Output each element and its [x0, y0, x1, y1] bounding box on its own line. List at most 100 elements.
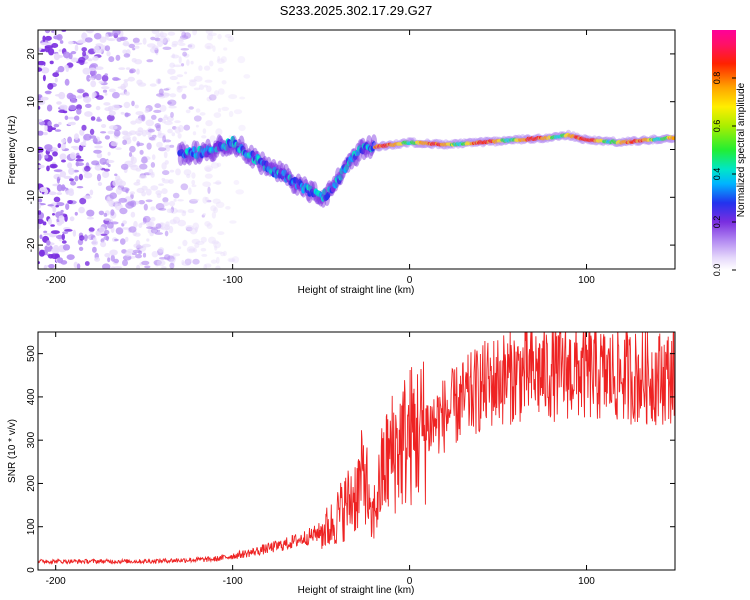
- spectrogram-ridge-core: [326, 191, 331, 199]
- spectrogram-noise-blob: [57, 257, 64, 264]
- spectrogram-noise-blob: [148, 136, 156, 141]
- spectrogram-noise-blob: [74, 133, 79, 141]
- spectrogram-noise-blob: [107, 130, 115, 135]
- spectrogram-noise-blob: [54, 129, 62, 132]
- spectrogram-noise-blob: [182, 239, 188, 247]
- spectrogram-noise-blob: [44, 90, 52, 95]
- spectrogram-noise-blob: [78, 56, 86, 63]
- spectrogram-noise-blob: [228, 110, 234, 118]
- spectrogram-noise-blob: [221, 106, 230, 111]
- spectrogram-noise-blob: [69, 152, 77, 160]
- spectrogram-noise-blob: [193, 87, 201, 91]
- spectrogram-noise-blob: [167, 128, 173, 134]
- spectrogram-noise-blob: [217, 231, 225, 236]
- spectrogram-noise-blob: [214, 251, 224, 255]
- spectrogram-noise-blob: [40, 96, 49, 101]
- spectrogram-noise-blob: [48, 218, 52, 225]
- spectrogram-noise-blob: [142, 252, 147, 258]
- spectrogram-noise-blob: [125, 188, 129, 194]
- spectrogram-noise-blob: [172, 192, 180, 199]
- spectrogram-noise-blob: [110, 200, 114, 206]
- spectrogram-noise-blob: [121, 227, 130, 230]
- spectrogram-noise-blob: [98, 210, 105, 216]
- spectrogram-noise-blob: [183, 124, 191, 131]
- spectrogram-noise-blob: [231, 256, 240, 264]
- spectrogram-noise-blob: [107, 163, 111, 168]
- spectrogram-noise-blob: [53, 35, 61, 40]
- spectrogram-noise-blob: [156, 259, 166, 267]
- spectrogram-noise-blob: [221, 152, 228, 158]
- spectrogram-x-label: Height of straight line (km): [298, 285, 415, 296]
- spectrogram-noise-blob: [76, 88, 85, 94]
- spectrogram-noise-blob: [189, 79, 198, 82]
- spectrogram-noise-blob: [123, 81, 128, 88]
- spectrogram-noise-blob: [78, 173, 83, 181]
- spectrogram-noise-blob: [51, 147, 58, 151]
- spectrogram-noise-blob: [85, 30, 95, 34]
- spectrogram-noise-blob: [169, 75, 178, 81]
- spectrogram-noise-blob: [103, 218, 112, 221]
- spectrogram-noise-blob: [50, 253, 60, 260]
- spectrogram-noise-blob: [67, 200, 73, 204]
- spectrogram-noise-blob: [38, 153, 42, 161]
- colorbar-label: Normalized spectral amplitude: [736, 82, 747, 217]
- spectrogram-noise-blob: [172, 253, 181, 257]
- snr-panel: -200 -100 0 100 0 100 200 300 400 500 Height of …: [7, 331, 676, 596]
- spectrogram-noise-blob: [130, 156, 137, 165]
- spectrogram-noise-blob: [71, 145, 77, 149]
- spectrogram-noise-blob: [162, 197, 169, 203]
- spectrogram-noise-blob: [228, 94, 238, 100]
- spectrogram-noise-blob: [204, 165, 213, 172]
- spectrogram-noise-blob: [204, 196, 209, 202]
- spectrogram-noise-blob: [163, 201, 170, 207]
- spectrogram-noise-blob: [62, 110, 68, 114]
- spectrogram-noise-blob: [65, 190, 70, 196]
- spectrogram-marks: [38, 30, 675, 269]
- spectrogram-noise-blob: [215, 265, 221, 269]
- spectrogram-noise-blob: [237, 56, 246, 64]
- spectrogram-noise-blob: [155, 124, 161, 132]
- spectrogram-noise-blob: [124, 112, 131, 117]
- spectrogram-noise-blob: [188, 187, 192, 195]
- spectrogram-noise-blob: [67, 116, 76, 120]
- spectrogram-noise-blob: [95, 73, 102, 81]
- spectrogram-noise-blob: [169, 262, 175, 269]
- y-tick-label: 400: [26, 388, 37, 405]
- spectrogram-noise-blob: [180, 48, 190, 51]
- snr-x-label: Height of straight line (km): [298, 585, 415, 596]
- spectrogram-noise-blob: [228, 258, 235, 262]
- spectrogram-noise-blob: [92, 56, 99, 61]
- spectrogram-noise-blob: [181, 261, 191, 267]
- spectrogram-noise-blob: [206, 223, 213, 229]
- spectrogram-noise-blob: [199, 112, 206, 116]
- spectrogram-noise-blob: [123, 53, 131, 58]
- spectrogram-noise-blob: [150, 228, 159, 234]
- spectrogram-noise-blob: [120, 111, 125, 115]
- spectrogram-noise-blob: [174, 120, 181, 124]
- spectrogram-noise-blob: [88, 227, 95, 232]
- x-tick-label: 0: [407, 576, 413, 587]
- spectrogram-noise-blob: [149, 83, 157, 87]
- spectrogram-noise-blob: [229, 220, 237, 224]
- spectrogram-noise-blob: [174, 126, 181, 134]
- spectrogram-noise-blob: [215, 201, 225, 208]
- spectrogram-noise-blob: [38, 210, 42, 215]
- spectrogram-noise-blob: [44, 154, 49, 159]
- spectrogram-noise-blob: [104, 73, 108, 76]
- spectrogram-noise-blob: [132, 47, 136, 51]
- spectrogram-noise-blob: [209, 135, 216, 143]
- spectrogram-noise-blob: [177, 246, 182, 250]
- spectrogram-noise-blob: [106, 159, 115, 164]
- spectrogram-noise-blob: [89, 189, 94, 196]
- spectrogram-noise-blob: [92, 137, 98, 144]
- spectrogram-noise-blob: [206, 199, 212, 203]
- spectrogram-noise-blob: [76, 95, 83, 99]
- y-tick-label: 0: [26, 567, 37, 573]
- spectrogram-noise-blob: [100, 233, 108, 236]
- spectrogram-noise-blob: [224, 34, 232, 38]
- spectrogram-noise-blob: [158, 183, 164, 186]
- spectrogram-noise-blob: [48, 191, 57, 196]
- spectrogram-noise-blob: [147, 128, 155, 133]
- spectrogram-noise-blob: [54, 77, 58, 83]
- spectrogram-noise-blob: [206, 96, 212, 102]
